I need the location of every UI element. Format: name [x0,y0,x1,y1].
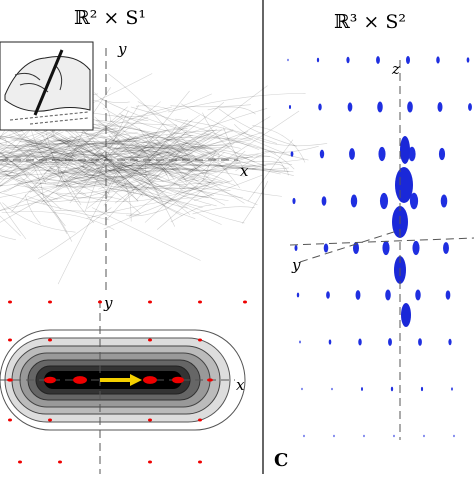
glyph [391,387,393,391]
glyph [356,290,361,300]
axis-label: y [117,40,127,58]
glyph [287,59,288,61]
glyph [351,195,357,208]
marker [207,378,213,381]
glyph [349,148,355,160]
glyph [468,103,472,111]
marker [48,339,52,342]
inset [0,42,93,130]
glyph [348,102,353,111]
glyph [320,150,324,159]
marker [18,461,22,464]
glyph [289,105,291,109]
glyph [443,242,449,254]
glyph [437,102,442,112]
glyph [377,102,382,113]
glyph [358,339,361,346]
glyph [301,388,302,390]
marker [148,419,152,422]
glyph [324,243,329,252]
glyph [395,167,413,203]
marker [8,419,12,422]
glyph [400,136,410,164]
marker [8,339,12,342]
axis-label: y [291,256,301,274]
marker [73,376,87,384]
marker [198,301,202,304]
glyph [326,291,330,299]
marker [148,301,152,304]
glyph [446,290,451,299]
glyph [418,338,422,346]
marker [172,377,184,384]
marker [48,419,52,422]
glyph [329,339,332,344]
glyph [317,58,319,62]
glyph [412,241,419,255]
marker [143,376,157,384]
axis-label: x [236,376,245,394]
axis-label: y [103,294,113,312]
glyph [401,303,411,327]
title: ℝ² × S¹ [74,7,146,29]
marker [44,377,56,384]
glyph [448,339,451,345]
marker [58,461,62,464]
glyph [331,388,332,391]
glyph [423,435,424,437]
glyph [378,147,385,161]
title: ℝ³ × S² [334,11,406,33]
glyph [297,293,299,298]
glyph [385,289,391,300]
glyph [436,56,440,63]
marker [148,339,152,342]
glyph [415,290,420,301]
glyph [406,56,410,64]
panel-label: C [274,450,288,471]
glyph [453,435,454,437]
marker [98,301,102,304]
glyph [322,196,327,206]
glyph [393,435,394,437]
glyph [439,148,445,160]
glyph [467,57,470,62]
marker [48,301,52,304]
glyph [361,387,363,391]
glyph [291,151,294,157]
marker [8,301,12,304]
marker [7,378,13,381]
glyph [407,101,413,112]
glyph [382,241,389,255]
glyph [388,338,392,346]
glyph [441,194,448,207]
glyph [292,198,295,204]
glyph [299,341,300,344]
glyph [295,245,298,251]
glyph [303,435,304,437]
glyph [333,435,334,437]
glyph [363,435,364,437]
marker [198,419,202,422]
glyph [421,387,423,391]
axis-label: z [391,60,400,78]
glyph [346,57,349,63]
axis-label: x [240,162,249,180]
marker [198,339,202,342]
glyph [451,387,453,390]
marker [148,461,152,464]
glyph [318,104,321,111]
glyph [376,56,380,64]
glyph [380,193,388,209]
marker [198,461,202,464]
marker [243,301,247,304]
